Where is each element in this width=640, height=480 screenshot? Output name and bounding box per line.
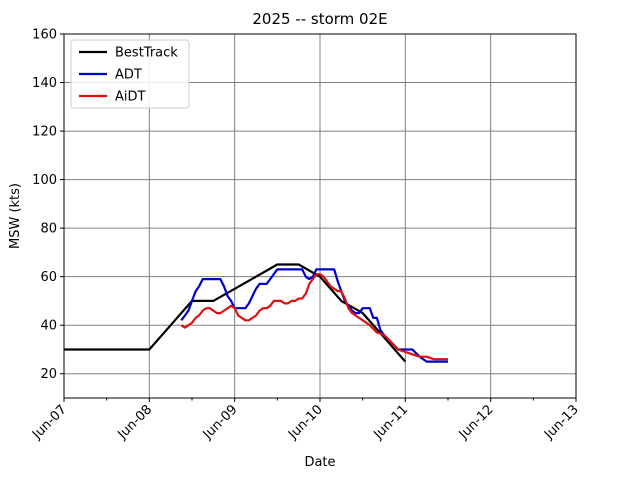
- y-axis-label: MSW (kts): [8, 183, 23, 249]
- y-tick-label: 100: [32, 173, 57, 188]
- legend-label-aidt: AiDT: [115, 90, 146, 105]
- x-axis-label: Date: [304, 455, 335, 470]
- legend-box: [70, 39, 190, 109]
- y-tick-label: 120: [32, 125, 57, 140]
- series-line-aidt: [180, 273, 448, 361]
- y-tick-label: 80: [40, 222, 57, 237]
- y-tick-label: 20: [40, 367, 57, 382]
- legend-label-adt: ADT: [115, 68, 142, 83]
- y-tick-label: 140: [32, 76, 57, 91]
- y-tick-label: 40: [40, 319, 57, 334]
- series-lines: [64, 263, 448, 363]
- chart-title: 2025 -- storm 02E: [252, 10, 387, 28]
- y-axis: 20 40 60 80 100 120 140 160: [32, 28, 64, 382]
- y-tick-label: 160: [32, 28, 57, 43]
- legend-label-besttrack: BestTrack: [115, 46, 178, 61]
- legend: BestTrack ADT AiDT: [70, 39, 190, 109]
- y-tick-label: 60: [40, 270, 57, 285]
- series-line-adt: [180, 268, 448, 363]
